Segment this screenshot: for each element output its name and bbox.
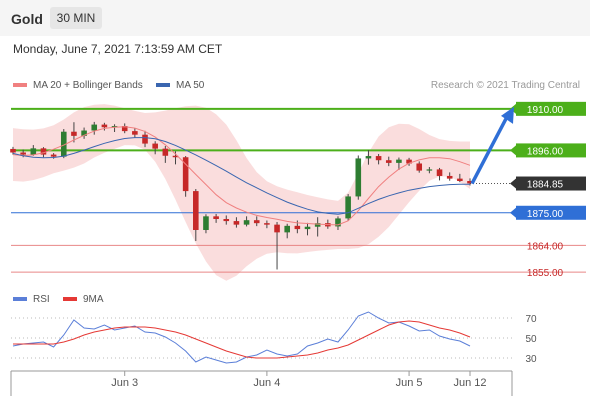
level-label-bg-1896-00	[516, 143, 586, 158]
research-credit: Research © 2021 Trading Central	[430, 80, 580, 91]
legend-swatch-ma20	[13, 83, 27, 88]
candlesticks	[10, 121, 473, 270]
header-bar: Gold 30 MIN	[0, 0, 590, 36]
candle-body	[396, 159, 402, 163]
candle-body	[355, 158, 362, 197]
candle-body	[345, 196, 351, 219]
candle-body	[193, 191, 199, 230]
candle-body	[264, 223, 270, 225]
level-label-1864-00: 1864.00	[527, 241, 564, 252]
candle-body	[304, 226, 311, 230]
candle-body	[10, 148, 16, 153]
candle-body	[406, 159, 412, 164]
candle-body	[172, 155, 179, 158]
timeframe-badge[interactable]: 30 MIN	[50, 7, 102, 29]
legend-item-rsi-ma: 9MA	[63, 294, 104, 305]
candle-body	[467, 180, 473, 184]
bollinger-band	[13, 104, 470, 281]
rsi-tick-label-30: 30	[525, 354, 537, 365]
legend-item-ma20: MA 20 + Bollinger Bands	[13, 80, 143, 91]
moving-averages	[12, 126, 471, 226]
candle-body	[203, 216, 209, 230]
candle-body	[91, 124, 98, 131]
rsi-tick-label-50: 50	[525, 334, 537, 345]
candle-body	[20, 152, 26, 155]
level-pointer-1875-00	[510, 207, 516, 218]
candle-body	[152, 143, 158, 149]
candle-body	[416, 163, 423, 171]
candle-body	[162, 148, 169, 156]
candle-body	[101, 124, 108, 128]
candle-body	[446, 175, 453, 179]
instrument-name: Gold	[11, 11, 43, 27]
candle-body	[243, 220, 250, 225]
price-levels	[11, 107, 586, 273]
candle-body	[385, 160, 392, 163]
candle-body	[314, 223, 321, 227]
candle-body	[294, 225, 301, 230]
ma50-line	[12, 137, 470, 215]
legend-swatch-rsi-ma	[63, 297, 77, 302]
x-tick-label-Jun-12: Jun 12	[453, 377, 486, 389]
candle-body	[142, 134, 148, 144]
candle-body	[284, 225, 290, 233]
level-label-1884-85: 1884.85	[527, 180, 564, 191]
candle-body	[40, 148, 47, 155]
candle-body	[426, 169, 433, 171]
level-label-1910-00: 1910.00	[527, 105, 564, 116]
rsi-tick-label-70: 70	[525, 314, 537, 325]
ma20-line	[12, 126, 471, 226]
legend-swatch-ma50	[156, 83, 170, 88]
level-label-1896-00: 1896.00	[527, 146, 564, 157]
legend-item-rsi: RSI	[13, 294, 50, 305]
candle-body	[274, 224, 280, 233]
level-label-bg-1910-00	[516, 101, 586, 116]
rsi-line	[12, 311, 471, 364]
candle-body	[233, 221, 240, 225]
level-labels: 1910.00 1896.00 1884.85 1875.00 1864.00 1855.…	[470, 101, 586, 279]
legend-label-rsi: RSI	[33, 294, 50, 305]
candle-body	[436, 169, 443, 176]
candle-body	[223, 219, 230, 222]
projection-arrow-head	[501, 106, 514, 124]
candle-body	[365, 156, 372, 159]
legend-item-ma50: MA 50	[156, 80, 204, 91]
legend-label-rsi-ma: 9MA	[83, 294, 104, 305]
candle-body	[111, 126, 118, 128]
rsi-panel: 70 50 30	[11, 311, 537, 365]
x-axis: Jun 3 Jun 4 Jun 5 Jun 12	[10, 370, 513, 396]
bollinger-band-area	[13, 104, 470, 281]
legend-swatch-rsi	[13, 297, 27, 302]
projection-arrow-shaft	[470, 116, 509, 185]
level-pointer-1884-85	[510, 178, 516, 189]
legend-label-ma20: MA 20 + Bollinger Bands	[33, 80, 143, 91]
candle-body	[457, 178, 463, 181]
candle-body	[50, 154, 57, 157]
candle-body	[71, 131, 77, 136]
rsi-ma-line	[13, 320, 471, 359]
level-pointer-1896-00	[510, 145, 516, 156]
level-label-1855-00: 1855.00	[527, 268, 564, 279]
x-tick-label-Jun-5: Jun 5	[396, 377, 423, 389]
candle-body	[253, 220, 260, 224]
x-tick-label-Jun-4: Jun 4	[253, 377, 280, 389]
candle-body	[132, 131, 138, 135]
legend-label-ma50: MA 50	[176, 80, 205, 91]
level-label-bg-1875-00	[516, 205, 586, 220]
level-label-bg-1884-85	[516, 176, 586, 191]
candle-body	[121, 126, 128, 132]
candle-body	[335, 218, 341, 227]
candle-body	[213, 216, 219, 220]
candle-body	[30, 148, 37, 155]
candle-body	[81, 130, 87, 136]
chart-datetime: Monday, June 7, 2021 7:13:59 AM CET	[13, 42, 223, 56]
candle-body	[182, 157, 189, 192]
level-label-1875-00: 1875.00	[527, 209, 564, 220]
x-tick-label-Jun-3: Jun 3	[111, 377, 138, 389]
candle-body	[375, 156, 382, 161]
candle-body	[60, 131, 67, 157]
